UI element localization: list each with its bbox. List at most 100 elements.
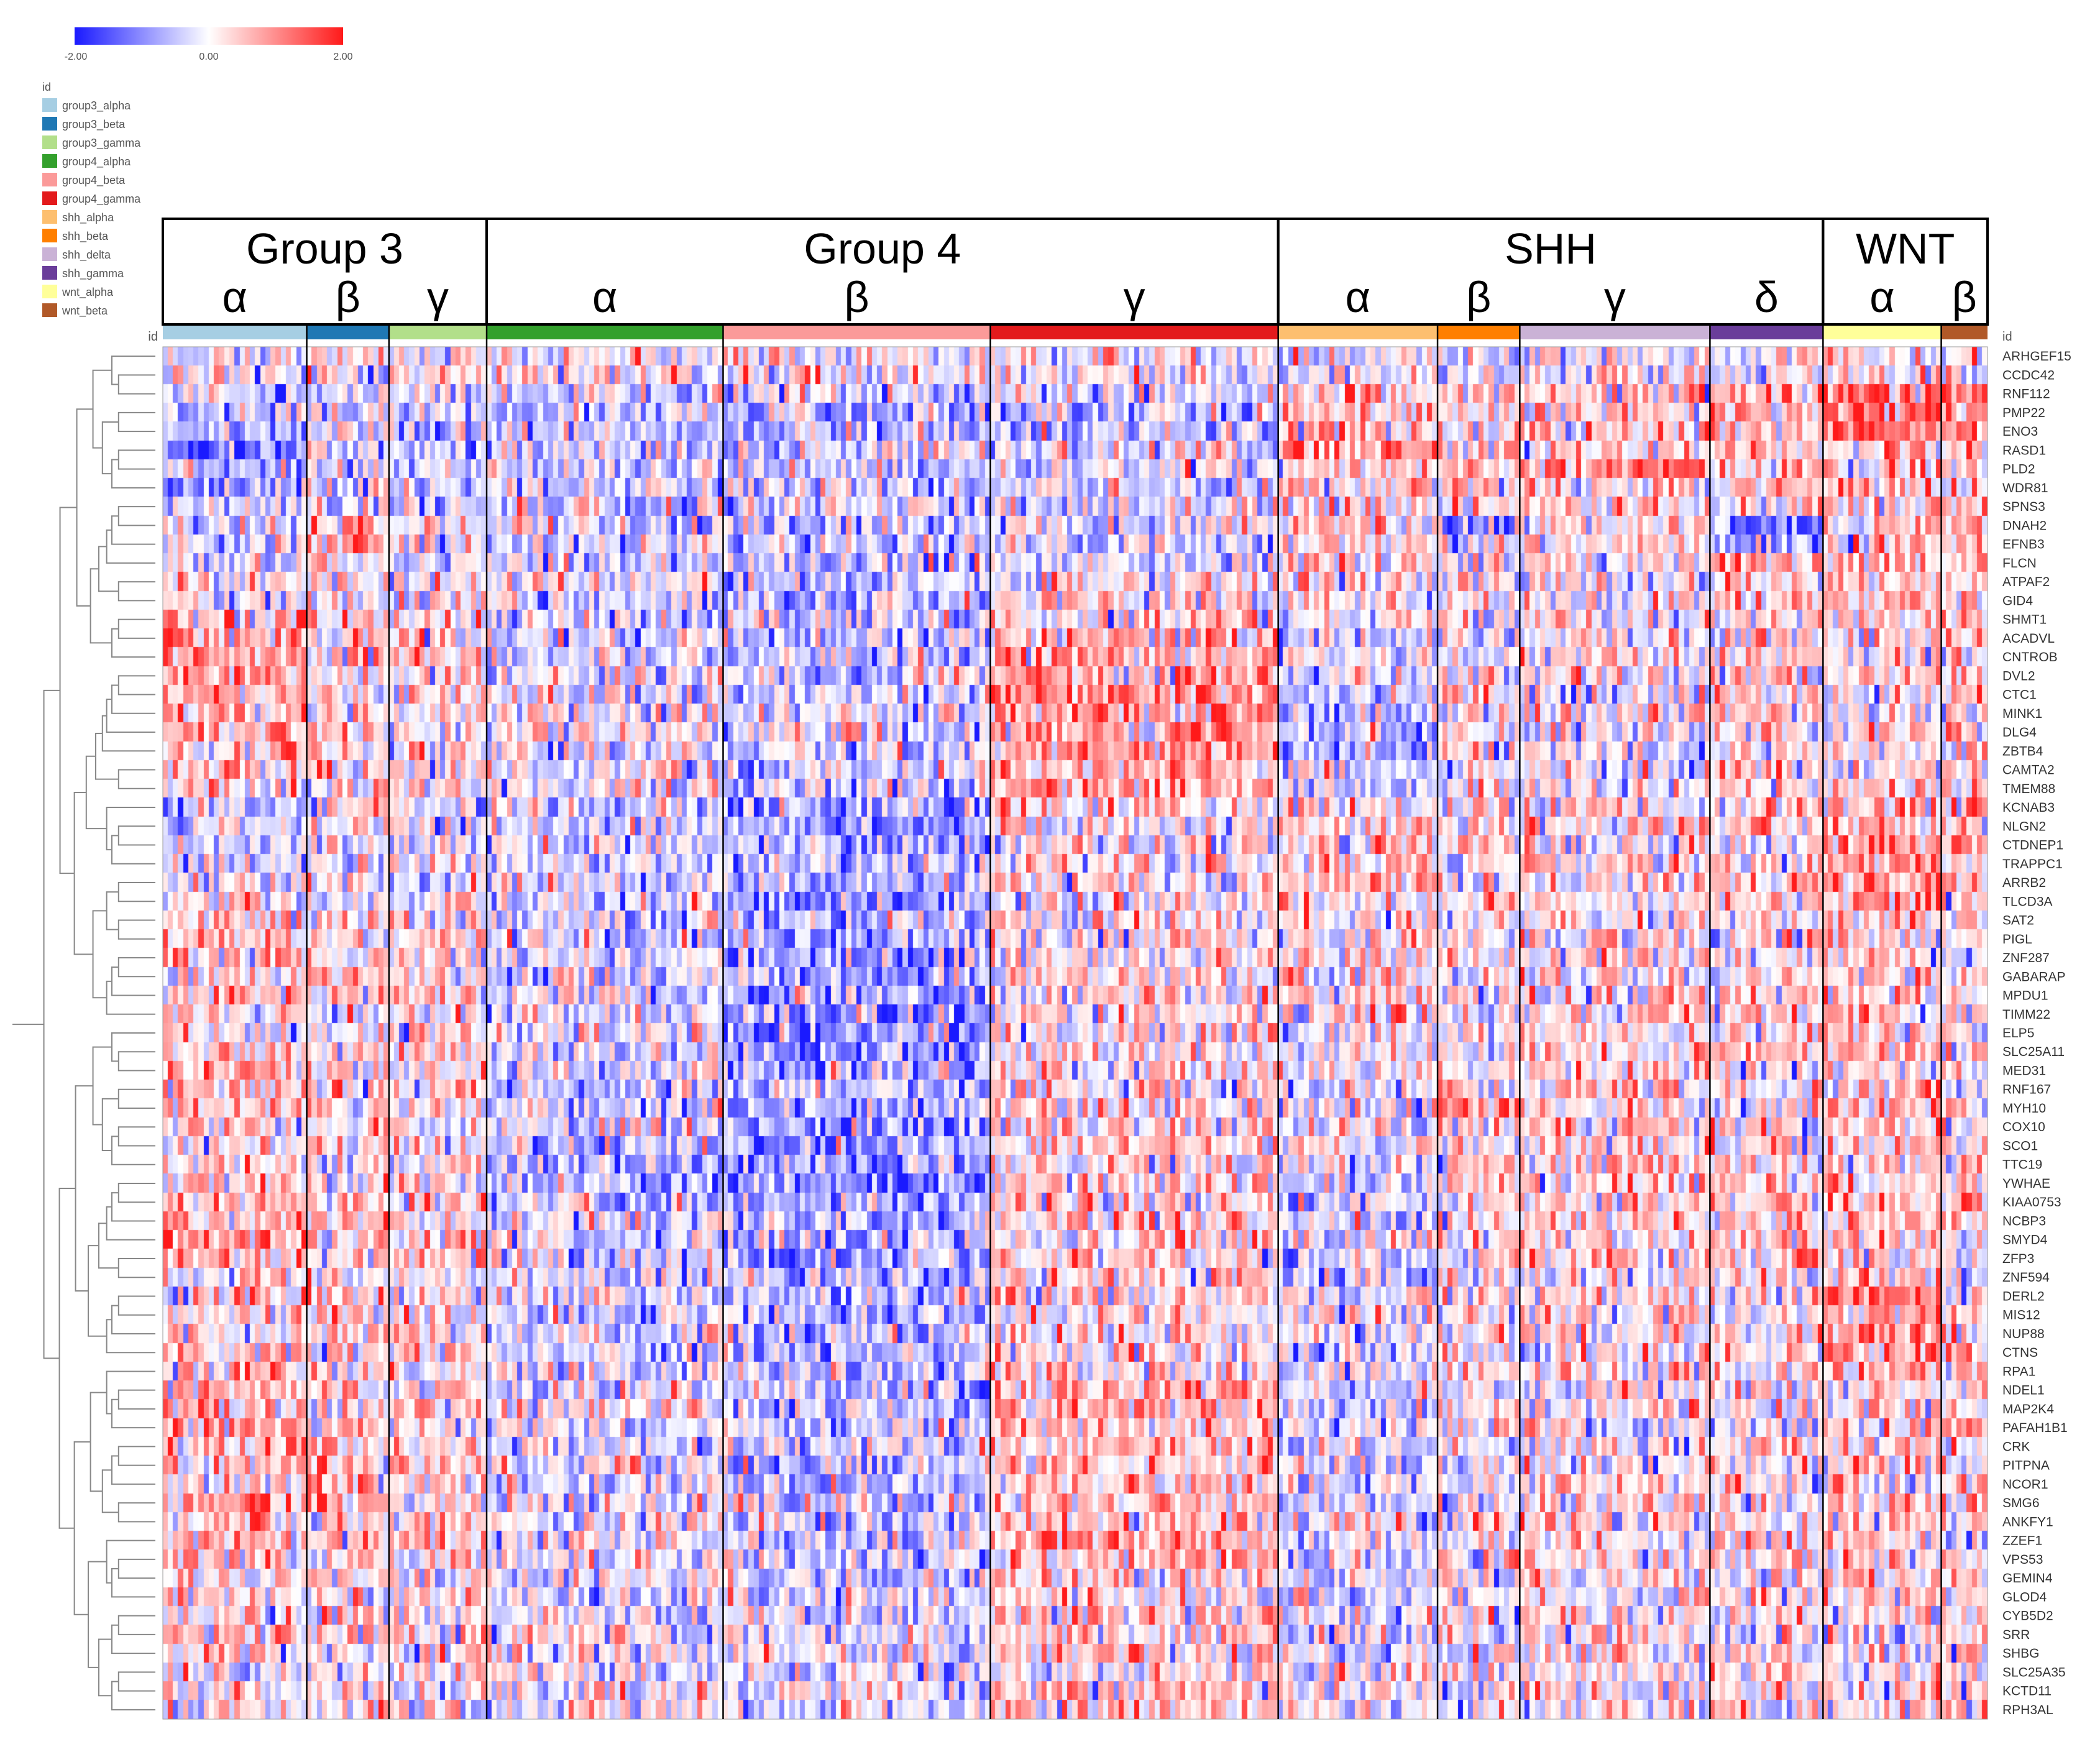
gene-label-NDEL1: NDEL1 xyxy=(2002,1384,2045,1398)
dendrogram-branch xyxy=(88,1561,107,1668)
legend-swatch-group3_beta xyxy=(42,117,57,131)
subtype-symbol-group3_alpha: α xyxy=(222,273,247,321)
gene-label-RNF167: RNF167 xyxy=(2002,1083,2051,1097)
dendrogram-branch xyxy=(106,529,155,564)
dendrogram-branch xyxy=(117,1671,155,1692)
gene-label-GLOD4: GLOD4 xyxy=(2002,1590,2047,1604)
annotation-group4_beta xyxy=(723,326,991,339)
gene-label-TTC19: TTC19 xyxy=(2002,1158,2042,1172)
dendrogram-branch xyxy=(106,980,155,1015)
dendrogram-branch xyxy=(117,618,155,639)
gene-label-CAMTA2: CAMTA2 xyxy=(2002,763,2055,778)
gene-labels: ARHGEF15 CCDC42 RNF112 PMP22 ENO3 RASD1 PLD2 WD… xyxy=(2002,349,2071,1717)
annotation-group4_alpha xyxy=(487,326,723,339)
colorbar-mid-label: 0.00 xyxy=(199,52,218,62)
subtype-symbol-group4_gamma: γ xyxy=(1124,273,1145,321)
gene-label-DVL2: DVL2 xyxy=(2002,669,2035,683)
dendrogram-branch xyxy=(117,1389,155,1410)
gene-label-SHMT1: SHMT1 xyxy=(2002,613,2047,627)
dendrogram-branch xyxy=(75,1085,93,1292)
gene-label-DLG4: DLG4 xyxy=(2002,725,2037,740)
dendrogram-branch xyxy=(117,1558,155,1579)
legend-swatch-group4_gamma xyxy=(42,191,57,205)
gene-label-PMP22: PMP22 xyxy=(2002,406,2045,420)
dendrogram-branch xyxy=(89,1392,107,1492)
gene-label-KIAA0753: KIAA0753 xyxy=(2002,1195,2061,1209)
gene-label-RPA1: RPA1 xyxy=(2002,1364,2035,1379)
dendrogram-branch xyxy=(106,1540,155,1584)
gene-label-ARRB2: ARRB2 xyxy=(2002,876,2046,890)
dendrogram-branch xyxy=(101,1098,119,1152)
dendrogram-branch xyxy=(117,449,155,470)
dendrogram-branch xyxy=(98,546,119,592)
gene-label-RNF112: RNF112 xyxy=(2002,387,2050,402)
gene-label-PIGL: PIGL xyxy=(2002,932,2032,947)
dendrogram-branch xyxy=(101,715,155,752)
subtype-symbol-shh_beta: β xyxy=(1466,273,1491,321)
gene-label-CTDNEP1: CTDNEP1 xyxy=(2002,838,2063,853)
legend-label-group4_gamma: group4_gamma xyxy=(62,193,141,206)
gene-label-CYB5D2: CYB5D2 xyxy=(2002,1609,2053,1623)
dendrogram-branch xyxy=(92,1046,112,1126)
dendrogram-branch xyxy=(117,919,155,940)
gene-label-TRAPPC1: TRAPPC1 xyxy=(2002,857,2063,871)
gene-label-CTNS: CTNS xyxy=(2002,1346,2038,1360)
gene-label-RPH3AL: RPH3AL xyxy=(2002,1703,2053,1717)
legend-label-group4_beta: group4_beta xyxy=(62,174,126,187)
dendrogram-branch xyxy=(117,1446,155,1466)
dendrogram-branch xyxy=(92,369,112,449)
row-dendrogram xyxy=(12,356,155,1710)
gene-label-NCOR1: NCOR1 xyxy=(2002,1477,2048,1492)
gene-label-ZBTB4: ZBTB4 xyxy=(2002,744,2043,758)
gene-label-ANKFY1: ANKFY1 xyxy=(2002,1515,2053,1529)
heatmap-border xyxy=(162,346,1988,1720)
gene-label-ENO3: ENO3 xyxy=(2002,425,2038,439)
gene-label-KCNAB3: KCNAB3 xyxy=(2002,801,2055,815)
gene-label-GABARAP: GABARAP xyxy=(2002,970,2066,984)
group-title-2: SHH xyxy=(1505,224,1597,273)
gene-label-ZFP3: ZFP3 xyxy=(2002,1252,2034,1266)
gene-label-NLGN2: NLGN2 xyxy=(2002,819,2046,833)
legend-label-wnt_beta: wnt_beta xyxy=(62,305,108,318)
gene-label-MINK1: MINK1 xyxy=(2002,707,2042,721)
dendrogram-branch xyxy=(73,791,93,955)
dendrogram-branch xyxy=(106,807,155,851)
dendrogram-branch xyxy=(92,910,107,999)
annotation-group3_beta xyxy=(306,326,389,339)
gene-label-YWHAE: YWHAE xyxy=(2002,1177,2050,1191)
dendrogram-branch xyxy=(89,568,112,644)
dendrogram-branch xyxy=(43,689,60,1359)
gene-label-ACADVL: ACADVL xyxy=(2002,631,2055,646)
gene-label-VPS53: VPS53 xyxy=(2002,1553,2043,1567)
dendrogram-branch xyxy=(117,1051,155,1072)
legend-label-shh_alpha: shh_alpha xyxy=(62,211,114,224)
gene-label-CNTROB: CNTROB xyxy=(2002,650,2058,664)
subtype-annotation-bar xyxy=(163,326,1988,339)
gene-label-KCTD11: KCTD11 xyxy=(2002,1684,2052,1699)
annotation-shh_delta xyxy=(1520,326,1710,339)
dendrogram-branch xyxy=(117,1257,155,1278)
annotation-group3_alpha xyxy=(163,326,307,339)
legend-label-shh_delta: shh_delta xyxy=(62,249,111,262)
group-box-3 xyxy=(1822,218,1989,326)
gene-label-WDR81: WDR81 xyxy=(2002,481,2048,495)
gene-label-SLC25A11: SLC25A11 xyxy=(2002,1045,2065,1059)
dendrogram-branch xyxy=(73,1441,91,1615)
gene-label-TLCD3A: TLCD3A xyxy=(2002,894,2053,909)
dendrogram-branch xyxy=(117,1126,155,1147)
gene-label-SHBG: SHBG xyxy=(2002,1646,2040,1661)
gene-label-CTC1: CTC1 xyxy=(2002,688,2037,702)
legend-label-shh_beta: shh_beta xyxy=(62,230,109,243)
annotation-group3_gamma xyxy=(388,326,487,339)
gene-label-ATPAF2: ATPAF2 xyxy=(2002,575,2050,589)
subtype-separators xyxy=(306,324,1942,1719)
legend-swatch-group4_beta xyxy=(42,173,57,186)
gene-label-MAP2K4: MAP2K4 xyxy=(2002,1402,2054,1416)
legend-swatch-shh_alpha xyxy=(42,210,57,224)
dendrogram-branch xyxy=(117,882,155,902)
colorbar-max-label: 2.00 xyxy=(333,52,352,62)
heatmap-cells xyxy=(163,347,1988,1719)
gene-label-MED31: MED31 xyxy=(2002,1063,2046,1078)
